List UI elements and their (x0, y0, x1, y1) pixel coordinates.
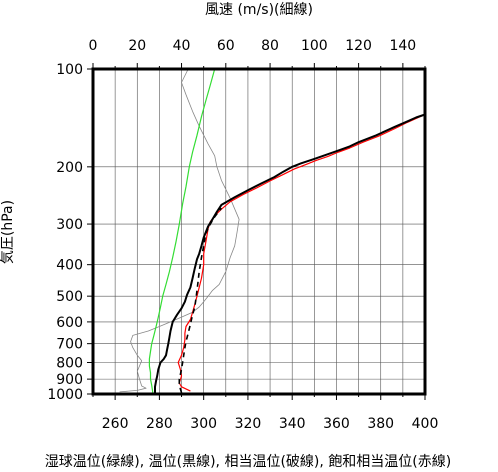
bottom-axis-label: 湿球温位(緑線), 温位(黒線), 相当温位(破線), 飽和相当温位(赤線) (45, 453, 451, 470)
left-axis-label: 気圧(hPa) (0, 200, 16, 264)
bottom-tick-label: 320 (235, 416, 262, 432)
bottom-tick-label: 360 (323, 416, 350, 432)
top-tick-label: 100 (301, 38, 328, 54)
left-tick-label: 100 (56, 62, 83, 78)
series-line-wet-bulb (148, 68, 216, 393)
left-tick-label: 500 (56, 289, 83, 305)
bottom-tick-label: 340 (279, 416, 306, 432)
left-tick-label: 600 (56, 315, 83, 331)
series-line-equivalent (178, 207, 223, 393)
plot-frame (91, 67, 427, 396)
top-tick-label: 20 (128, 38, 146, 54)
left-tick-label: 800 (56, 356, 83, 372)
left-tick-label: 400 (56, 258, 83, 274)
bottom-tick-label: 380 (367, 416, 394, 432)
bottom-tick-label: 300 (190, 416, 217, 432)
left-tick-label: 700 (56, 337, 83, 353)
series-line-potential (154, 113, 426, 393)
left-tick-label: 200 (56, 160, 83, 176)
left-tick-label: 900 (56, 372, 83, 388)
bottom-tick-label: 400 (412, 416, 439, 432)
series-line-wind (119, 68, 240, 393)
top-tick-label: 80 (261, 38, 279, 54)
ticks: 0 20 40 60 80 100 120 140 260 280 300 320 340 360 380 4… (47, 38, 438, 432)
bottom-tick-label: 280 (146, 416, 173, 432)
series-layer (119, 68, 426, 393)
bottom-tick-label: 260 (102, 416, 129, 432)
left-tick-label: 300 (56, 217, 83, 233)
top-tick-label: 60 (217, 38, 235, 54)
top-tick-label: 120 (345, 38, 372, 54)
top-axis-label: 風速 (m/s)(細線) (205, 2, 313, 18)
top-tick-label: 0 (89, 38, 98, 54)
top-tick-label: 140 (389, 38, 416, 54)
left-tick-label: 1000 (47, 387, 83, 403)
top-tick-label: 40 (173, 38, 191, 54)
